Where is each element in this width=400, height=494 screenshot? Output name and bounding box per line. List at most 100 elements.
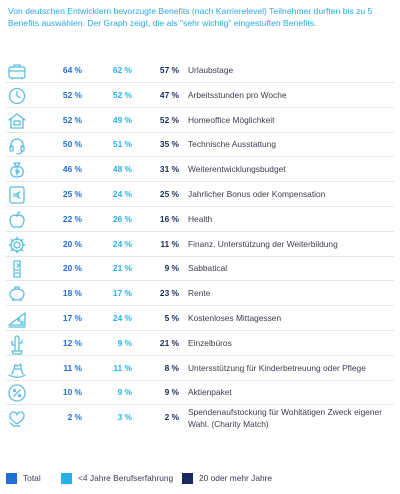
value-total: 18 % [62, 288, 82, 298]
row-divider [6, 404, 394, 405]
value-junior: 52 % [112, 90, 132, 100]
benefit-label: Aktienpaket [188, 387, 232, 397]
value-junior: 24 % [112, 239, 132, 249]
money-bag-icon [6, 159, 28, 181]
value-senior: 9 % [164, 263, 179, 273]
value-junior: 9 % [117, 338, 132, 348]
value-total: 46 % [62, 164, 82, 174]
value-senior: 8 % [164, 363, 179, 373]
legend-label: Total [23, 473, 41, 483]
row-divider [6, 330, 394, 331]
value-junior: 3 % [117, 412, 132, 422]
legend-label: <4 Jahre Berufserfahrung [78, 473, 174, 483]
table-row: 18 % 17 % 23 % Rente [0, 281, 400, 306]
legend-swatch [182, 473, 193, 484]
value-junior: 51 % [112, 139, 132, 149]
value-total: 20 % [62, 239, 82, 249]
value-senior: 23 % [159, 288, 179, 298]
home-office-icon [6, 110, 28, 132]
value-senior: 9 % [164, 387, 179, 397]
table-row: 20 % 21 % 9 % Sabbatical [0, 256, 400, 281]
table-row: 64 % 62 % 57 % Urlaubstage [0, 58, 400, 83]
benefit-label: Jahrlicher Bonus oder Kompensation [188, 189, 326, 199]
headset-icon [6, 134, 28, 156]
table-row: 20 % 24 % 11 % Finanz. Unterstützung der We… [0, 232, 400, 257]
row-divider [6, 132, 394, 133]
benefit-label: Urlaubstage [188, 65, 234, 75]
row-divider [6, 280, 394, 281]
value-senior: 47 % [159, 90, 179, 100]
row-divider [6, 380, 394, 381]
table-row: 17 % 24 % 5 % Kostenloses Mittagessen [0, 306, 400, 331]
value-senior: 25 % [159, 189, 179, 199]
legend-swatch [61, 473, 72, 484]
table-row: 22 % 26 % 16 % Health [0, 207, 400, 232]
value-junior: 17 % [112, 288, 132, 298]
value-junior: 62 % [112, 65, 132, 75]
gear-icon [6, 234, 28, 256]
table-row: 2 % 3 % 2 % Spendenaufstockung für Wohltäti… [0, 405, 400, 430]
value-junior: 26 % [112, 214, 132, 224]
clock-icon [6, 85, 28, 107]
value-senior: 52 % [159, 115, 179, 125]
value-senior: 2 % [164, 412, 179, 422]
row-divider [6, 82, 394, 83]
row-divider [6, 305, 394, 306]
chart-title: Von deutschen Entwicklern bevorzugte Ben… [8, 6, 373, 28]
value-junior: 24 % [112, 313, 132, 323]
row-divider [6, 206, 394, 207]
heart-hand-icon [6, 407, 28, 429]
cactus-icon [6, 333, 28, 355]
value-senior: 16 % [159, 214, 179, 224]
value-junior: 24 % [112, 189, 132, 199]
benefit-label: Finanz. Unterstützung der Weiterbildung [188, 239, 338, 249]
value-total: 52 % [62, 90, 82, 100]
table-row: 52 % 49 % 52 % Homeoffice Möglichkeit [0, 108, 400, 133]
benefit-label: Spendenaufstockung für Wohltätigen Zweck… [188, 407, 382, 429]
value-total: 17 % [62, 313, 82, 323]
value-junior: 49 % [112, 115, 132, 125]
row-divider [6, 181, 394, 182]
value-senior: 21 % [159, 338, 179, 348]
value-total: 10 % [62, 387, 82, 397]
value-senior: 35 % [159, 139, 179, 149]
value-senior: 11 % [160, 239, 179, 249]
row-divider [6, 107, 394, 108]
legend-swatch [6, 473, 17, 484]
pizza-icon [6, 308, 28, 330]
row-divider [6, 256, 394, 257]
benefit-label: Weiterentwicklungsbudget [188, 164, 286, 174]
benefit-label: Untersstützung für Kinderbetreuung oder … [188, 363, 366, 373]
benefit-label: Homeoffice Möglichkeit [188, 115, 275, 125]
table-row: 25 % 24 % 25 % Jahrlicher Bonus oder Kompen… [0, 182, 400, 207]
value-senior: 57 % [159, 65, 179, 75]
piggy-bank-icon [6, 283, 28, 305]
table-row: 11 % 11 % 8 % Untersstützung für Kinderbetr… [0, 356, 400, 381]
value-total: 12 % [62, 338, 82, 348]
benefit-label: Technische Ausstattung [188, 139, 276, 149]
row-divider [6, 355, 394, 356]
value-total: 50 % [62, 139, 82, 149]
table-row: 12 % 9 % 21 % Einzelbüros [0, 331, 400, 356]
table-row: 50 % 51 % 35 % Technische Ausstattung [0, 132, 400, 157]
apple-icon [6, 209, 28, 231]
value-total: 2 % [67, 412, 82, 422]
value-senior: 5 % [164, 313, 179, 323]
legend-label: 20 oder mehr Jahre [199, 473, 273, 483]
table-row: 52 % 52 % 47 % Arbeitsstunden pro Woche [0, 83, 400, 108]
value-senior: 31 % [159, 164, 179, 174]
table-row: 46 % 48 % 31 % Weiterentwicklungsbudget [0, 157, 400, 182]
percent-icon [6, 382, 28, 404]
benefit-label: Rente [188, 288, 211, 298]
benefit-label: Arbeitsstunden pro Woche [188, 90, 287, 100]
value-junior: 21 % [112, 263, 132, 273]
door-hanger-icon [6, 258, 28, 280]
value-total: 11 % [63, 363, 82, 373]
value-total: 25 % [62, 189, 82, 199]
suitcase-icon [6, 60, 28, 82]
benefit-label: Sabbatical [188, 263, 228, 273]
benefit-label: Kostenloses Mittagessen [188, 313, 282, 323]
legend: Total <4 Jahre Berufserfahrung 20 oder meh… [6, 472, 396, 486]
value-total: 52 % [62, 115, 82, 125]
